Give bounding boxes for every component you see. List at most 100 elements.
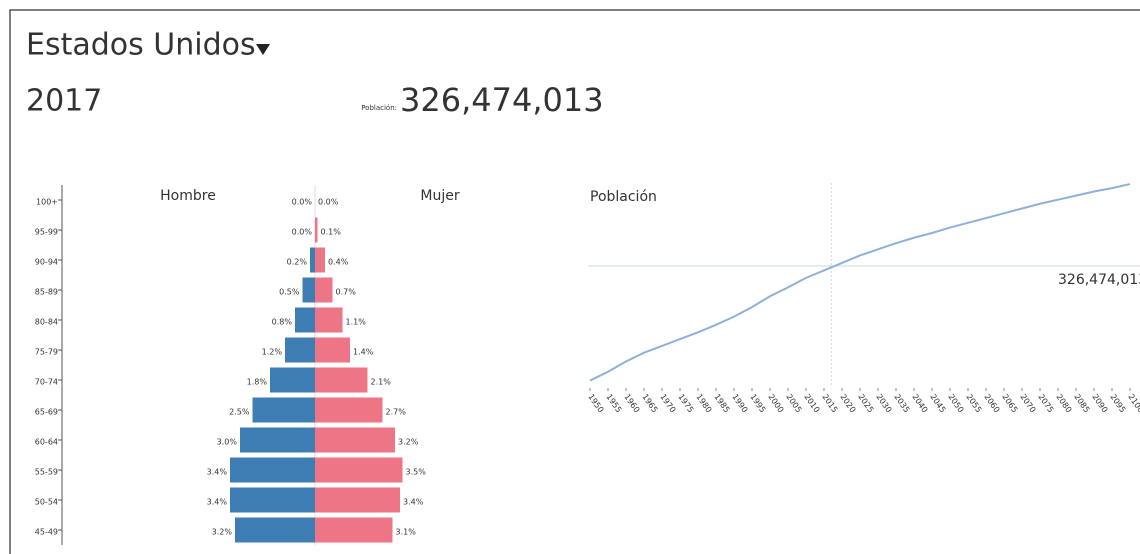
x-tick-label: 2085 xyxy=(1072,392,1091,414)
legend-hombre: Hombre xyxy=(160,188,216,204)
value-label: 0.1% xyxy=(321,228,342,237)
x-tick-label: 2015 xyxy=(820,392,839,414)
population-value: 326,474,013 xyxy=(400,81,604,119)
x-tick-label: 1990 xyxy=(730,392,749,414)
bar xyxy=(315,247,325,273)
legend-mujer: Mujer xyxy=(420,188,459,204)
bar xyxy=(315,457,403,483)
bar xyxy=(315,427,395,453)
value-label: 3.4% xyxy=(207,498,228,507)
value-label: 1.1% xyxy=(346,318,367,327)
x-tick-label: 1970 xyxy=(658,392,677,414)
x-tick-label: 2030 xyxy=(874,392,893,414)
age-label: 90-94 xyxy=(35,258,58,267)
x-tick-label: 1980 xyxy=(694,392,713,414)
x-tick-label: 2100 xyxy=(1126,392,1140,414)
value-label: 0.0% xyxy=(292,198,313,207)
age-label: 70-74 xyxy=(35,378,58,387)
dropdown-arrow[interactable] xyxy=(256,44,270,55)
x-tick-label: 1950 xyxy=(586,392,605,414)
x-tick-label: 2005 xyxy=(784,392,803,414)
age-label: 50-54 xyxy=(35,498,58,507)
x-tick-label: 1975 xyxy=(676,392,695,414)
bar xyxy=(230,487,315,513)
x-tick-label: 2035 xyxy=(892,392,911,414)
x-tick-label: 2020 xyxy=(838,392,857,414)
value-label: 2.1% xyxy=(371,378,392,387)
x-tick-label: 2010 xyxy=(802,392,821,414)
age-label: 100+ xyxy=(36,198,58,207)
age-label: 65-69 xyxy=(35,408,58,417)
age-label: 95-99 xyxy=(35,228,58,237)
x-tick-label: 2055 xyxy=(964,392,983,414)
x-tick-label: 2065 xyxy=(1000,392,1019,414)
bar xyxy=(315,487,400,513)
value-label: 0.7% xyxy=(336,288,357,297)
x-tick-label: 2050 xyxy=(946,392,965,414)
x-tick-label: 1965 xyxy=(640,392,659,414)
x-tick-label: 2045 xyxy=(928,392,947,414)
x-tick-label: 1955 xyxy=(604,392,623,414)
year: 2017 xyxy=(26,84,102,119)
frame xyxy=(9,9,1140,554)
value-label: 1.2% xyxy=(262,348,283,357)
x-tick-label: 2040 xyxy=(910,392,929,414)
bar xyxy=(315,307,343,333)
bar xyxy=(302,277,315,303)
value-label: 3.5% xyxy=(406,468,427,477)
line-title: Población xyxy=(590,189,657,205)
value-label: 3.4% xyxy=(207,468,228,477)
age-label: 60-64 xyxy=(35,438,58,447)
x-tick-label: 2025 xyxy=(856,392,875,414)
x-tick-label: 1985 xyxy=(712,392,731,414)
value-label: 2.5% xyxy=(229,408,250,417)
x-tick-label: 2080 xyxy=(1054,392,1073,414)
value-label: 3.1% xyxy=(396,528,417,537)
x-tick-label: 1995 xyxy=(748,392,767,414)
value-label: 3.2% xyxy=(398,438,419,447)
value-label: 1.4% xyxy=(353,348,374,357)
bar xyxy=(235,517,315,543)
bar xyxy=(295,307,315,333)
bar xyxy=(315,397,383,423)
age-label: 55-59 xyxy=(35,468,58,477)
bar xyxy=(315,217,318,243)
country-title[interactable]: Estados Unidos xyxy=(26,28,256,63)
bar xyxy=(270,367,315,393)
bar xyxy=(315,277,333,303)
bar xyxy=(315,367,368,393)
bar xyxy=(315,337,350,363)
bar xyxy=(240,427,315,453)
crosshair-label: 326,474,013 xyxy=(1058,272,1140,288)
age-label: 75-79 xyxy=(35,348,58,357)
x-tick-label: 2060 xyxy=(982,392,1001,414)
x-tick-label: 2095 xyxy=(1108,392,1127,414)
value-label: 0.8% xyxy=(272,318,293,327)
value-label: 1.8% xyxy=(247,378,268,387)
bar xyxy=(230,457,315,483)
bar xyxy=(252,397,315,423)
value-label: 0.5% xyxy=(279,288,300,297)
age-label: 80-84 xyxy=(35,318,58,327)
population-label: Población: xyxy=(361,104,397,112)
x-tick-label: 2075 xyxy=(1036,392,1055,414)
x-tick-label: 1960 xyxy=(622,392,641,414)
value-label: 0.0% xyxy=(318,198,339,207)
age-label: 45-49 xyxy=(35,528,58,537)
value-label: 0.4% xyxy=(328,258,349,267)
value-label: 3.2% xyxy=(212,528,233,537)
x-tick-label: 2070 xyxy=(1018,392,1037,414)
value-label: 0.2% xyxy=(287,258,308,267)
x-tick-label: 2090 xyxy=(1090,392,1109,414)
bar xyxy=(315,517,393,543)
age-label: 85-89 xyxy=(35,288,58,297)
bar xyxy=(310,247,315,273)
bar xyxy=(285,337,315,363)
value-label: 0.0% xyxy=(292,228,313,237)
value-label: 3.4% xyxy=(403,498,424,507)
value-label: 3.0% xyxy=(217,438,238,447)
population-line xyxy=(589,183,1131,382)
value-label: 2.7% xyxy=(386,408,407,417)
